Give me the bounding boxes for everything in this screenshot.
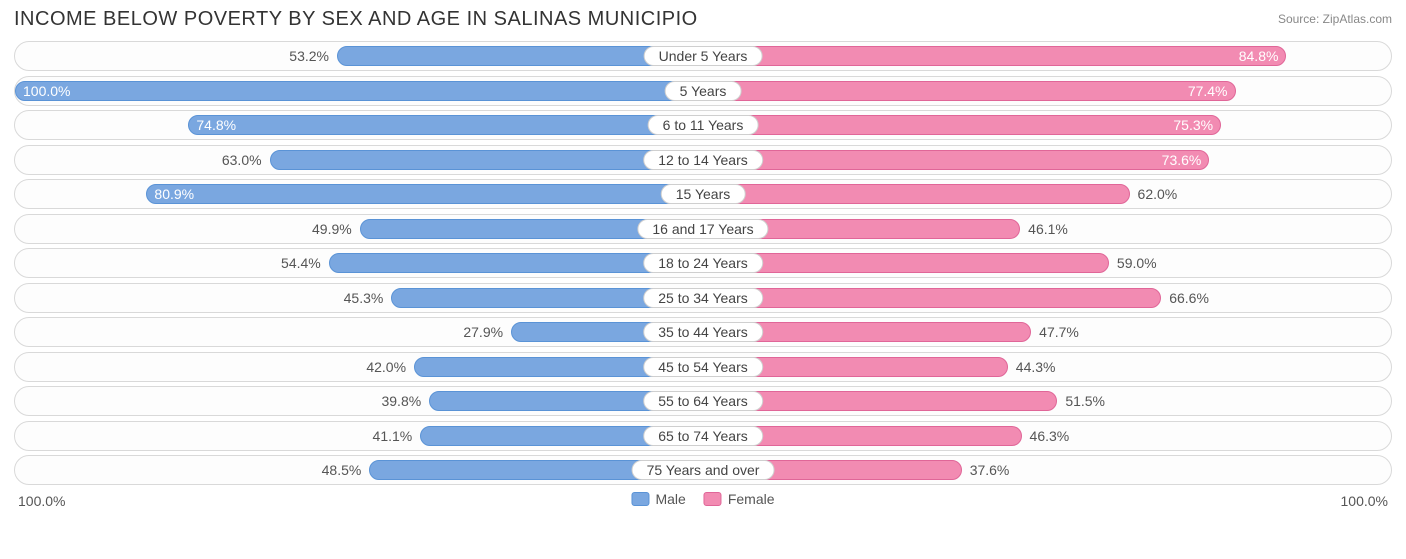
bar-male (188, 115, 703, 135)
value-male: 54.4% (281, 255, 321, 271)
legend: Male Female (631, 491, 774, 507)
category-label: 25 to 34 Years (643, 288, 763, 308)
chart-row: 63.0% 73.6% 12 to 14 Years (14, 145, 1392, 175)
category-label: Under 5 Years (644, 46, 763, 66)
chart-row: 100.0% 77.4% 5 Years (14, 76, 1392, 106)
value-male: 53.2% (289, 48, 329, 64)
value-male: 74.8% (196, 117, 236, 133)
value-male: 41.1% (373, 428, 413, 444)
chart-row: 49.9% 46.1% 16 and 17 Years (14, 214, 1392, 244)
chart-row: 42.0% 44.3% 45 to 54 Years (14, 352, 1392, 382)
value-male: 63.0% (222, 152, 262, 168)
chart-row: 48.5% 37.6% 75 Years and over (14, 455, 1392, 485)
value-male: 39.8% (381, 393, 421, 409)
category-label: 5 Years (665, 81, 742, 101)
value-male: 45.3% (344, 290, 384, 306)
legend-item-male: Male (631, 491, 685, 507)
chart-row: 27.9% 47.7% 35 to 44 Years (14, 317, 1392, 347)
chart-header: INCOME BELOW POVERTY BY SEX AND AGE IN S… (14, 8, 1392, 31)
category-label: 35 to 44 Years (643, 322, 763, 342)
value-female: 62.0% (1138, 186, 1178, 202)
bar-female (703, 150, 1209, 170)
legend-swatch-male (631, 492, 649, 506)
category-label: 6 to 11 Years (648, 115, 759, 135)
legend-item-female: Female (704, 491, 775, 507)
value-female: 46.1% (1028, 221, 1068, 237)
category-label: 55 to 64 Years (643, 391, 763, 411)
category-label: 18 to 24 Years (643, 253, 763, 273)
bar-male (270, 150, 703, 170)
value-male: 80.9% (154, 186, 194, 202)
chart-row: 54.4% 59.0% 18 to 24 Years (14, 248, 1392, 278)
category-label: 12 to 14 Years (643, 150, 763, 170)
value-female: 59.0% (1117, 255, 1157, 271)
bar-female (703, 115, 1221, 135)
category-label: 16 and 17 Years (637, 219, 768, 239)
bar-female (703, 184, 1130, 204)
chart-source: Source: ZipAtlas.com (1278, 12, 1392, 26)
bar-female (703, 46, 1286, 66)
legend-label-male: Male (655, 491, 685, 507)
category-label: 75 Years and over (632, 460, 775, 480)
bar-female (703, 288, 1161, 308)
legend-label-female: Female (728, 491, 775, 507)
bar-female (703, 81, 1236, 101)
value-female: 73.6% (1162, 152, 1202, 168)
bar-female (703, 253, 1109, 273)
axis-label-right: 100.0% (1341, 493, 1388, 509)
bar-male (15, 81, 703, 101)
chart-row: 53.2% 84.8% Under 5 Years (14, 41, 1392, 71)
chart-row: 39.8% 51.5% 55 to 64 Years (14, 386, 1392, 416)
chart-row: 41.1% 46.3% 65 to 74 Years (14, 421, 1392, 451)
value-female: 46.3% (1030, 428, 1070, 444)
axis-label-left: 100.0% (18, 493, 65, 509)
value-female: 37.6% (970, 462, 1010, 478)
bar-male (146, 184, 703, 204)
value-female: 47.7% (1039, 324, 1079, 340)
category-label: 45 to 54 Years (643, 357, 763, 377)
value-male: 27.9% (463, 324, 503, 340)
chart-title: INCOME BELOW POVERTY BY SEX AND AGE IN S… (14, 8, 698, 31)
value-male: 100.0% (23, 83, 70, 99)
value-male: 42.0% (366, 359, 406, 375)
value-male: 48.5% (322, 462, 362, 478)
diverging-bar-chart: 53.2% 84.8% Under 5 Years 100.0% 77.4% 5 Year… (14, 41, 1392, 485)
chart-footer: 100.0% Male Female 100.0% (14, 491, 1392, 515)
value-female: 51.5% (1065, 393, 1105, 409)
value-female: 84.8% (1239, 48, 1279, 64)
value-female: 75.3% (1173, 117, 1213, 133)
chart-row: 80.9% 62.0% 15 Years (14, 179, 1392, 209)
value-male: 49.9% (312, 221, 352, 237)
value-female: 66.6% (1169, 290, 1209, 306)
chart-row: 74.8% 75.3% 6 to 11 Years (14, 110, 1392, 140)
chart-row: 45.3% 66.6% 25 to 34 Years (14, 283, 1392, 313)
legend-swatch-female (704, 492, 722, 506)
category-label: 15 Years (661, 184, 746, 204)
value-female: 77.4% (1188, 83, 1228, 99)
category-label: 65 to 74 Years (643, 426, 763, 446)
value-female: 44.3% (1016, 359, 1056, 375)
